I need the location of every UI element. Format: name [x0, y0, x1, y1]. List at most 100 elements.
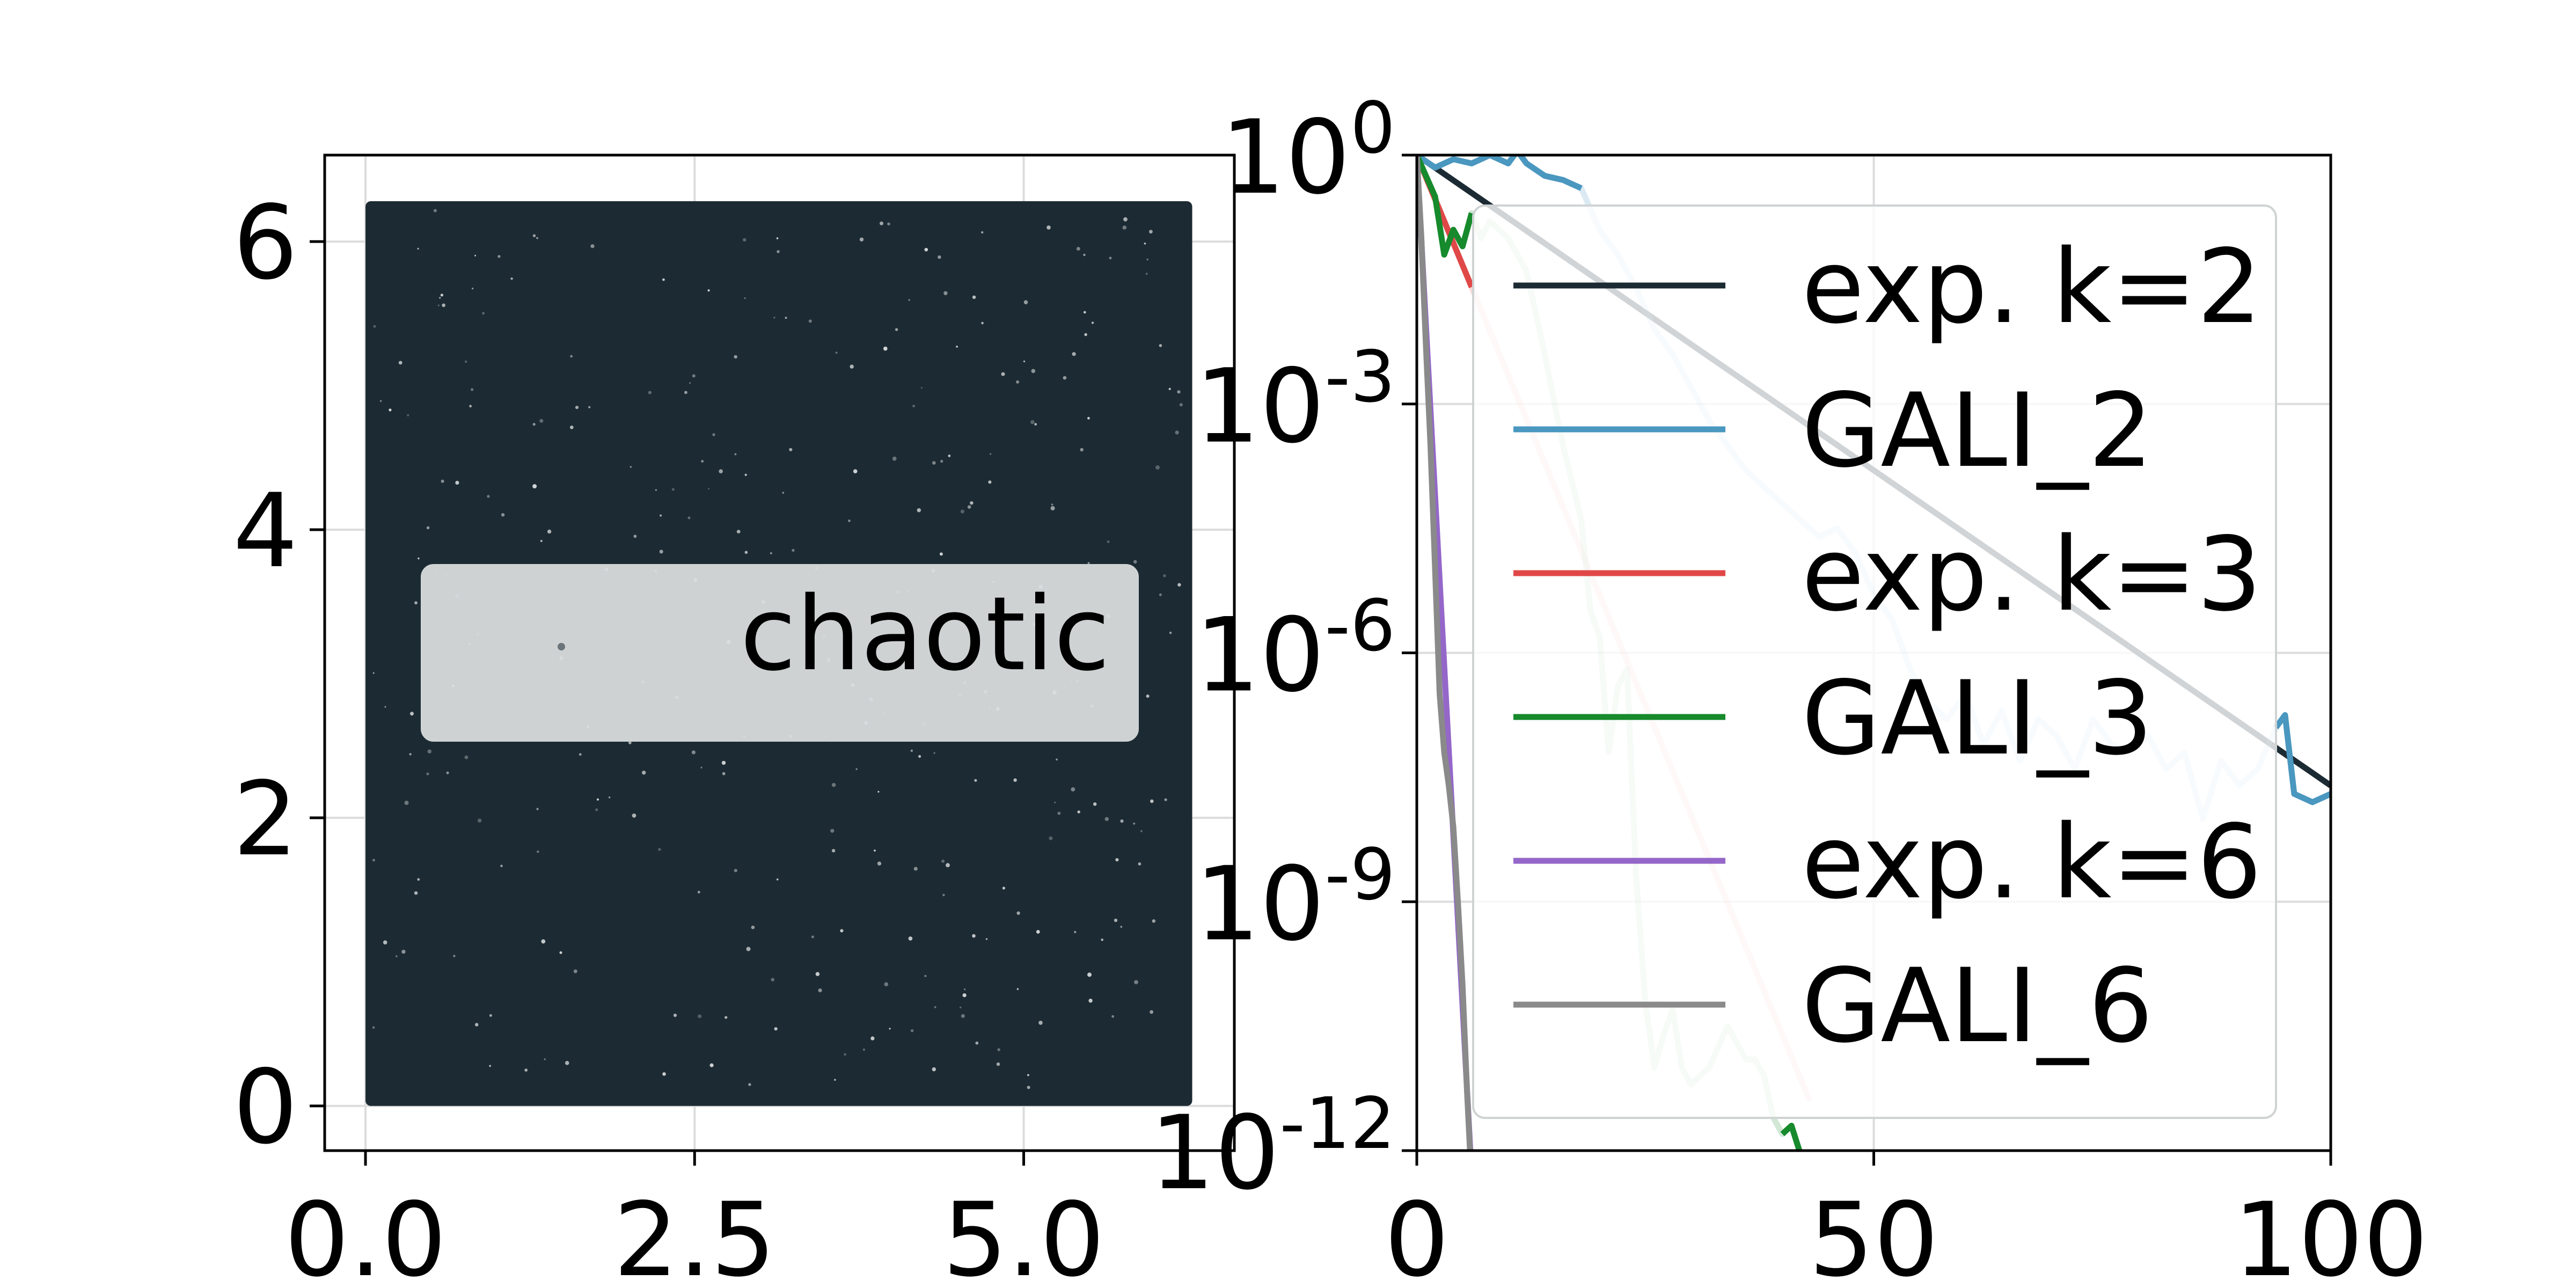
- scatter-y-tick-label: 2: [233, 760, 298, 879]
- scatter-point: [1046, 225, 1051, 230]
- scatter-point: [409, 753, 412, 756]
- scatter-point: [895, 328, 898, 331]
- scatter-point: [417, 878, 420, 881]
- scatter-point: [418, 557, 420, 560]
- legend-label: GALI_6: [1802, 947, 2153, 1065]
- scatter-point: [870, 1036, 875, 1041]
- scatter-point: [920, 387, 923, 389]
- scatter-point: [818, 988, 822, 992]
- scatter-point: [974, 779, 977, 782]
- scatter-point: [544, 1058, 546, 1060]
- gali-ticks: 0 50 100 100 10-3 10-6 10-9 10-12: [1150, 87, 2428, 1288]
- gali-panel: 0 50 100 100 10-3 10-6 10-9 10-12 exp. k=2 GALI_…: [1150, 87, 2428, 1288]
- scatter-point: [855, 768, 858, 770]
- scatter-point: [697, 890, 700, 894]
- scatter-point: [996, 1062, 1000, 1066]
- scatter-point: [877, 791, 880, 793]
- scatter-point: [942, 894, 945, 896]
- scatter-point: [482, 312, 485, 315]
- scatter-point: [384, 706, 386, 708]
- scatter-point: [880, 221, 883, 225]
- scatter-point: [539, 419, 544, 423]
- scatter-point: [1027, 1074, 1029, 1077]
- scatter-point: [372, 1026, 375, 1029]
- scatter-point: [440, 294, 444, 297]
- scatter-point: [985, 938, 988, 940]
- gali-legend-box: [1472, 204, 2277, 1119]
- scatter-point: [414, 601, 418, 605]
- scatter-point: [427, 749, 431, 753]
- scatter-point: [532, 234, 536, 237]
- scatter-point: [877, 861, 882, 866]
- series-gali-2-line: [1417, 155, 1583, 191]
- scatter-point: [404, 801, 409, 805]
- scatter-panel: chaotic 0.0 2.5 5.0 0 2 4 6: [233, 153, 1236, 1288]
- scatter-point: [1122, 225, 1127, 230]
- scatter-point: [815, 972, 820, 976]
- scatter-point: [380, 400, 382, 402]
- scatter-point: [489, 1065, 491, 1067]
- scatter-point: [946, 863, 950, 867]
- scatter-point: [1063, 376, 1067, 380]
- gali-x-tick-label: 100: [2234, 1181, 2428, 1288]
- scatter-point: [590, 244, 595, 248]
- scatter-point: [887, 222, 890, 226]
- scatter-point: [1016, 988, 1019, 990]
- scatter-point: [437, 304, 440, 306]
- scatter-point: [565, 1060, 569, 1065]
- scatter-point: [988, 480, 992, 484]
- scatter-point: [811, 935, 814, 939]
- scatter-point: [721, 760, 726, 765]
- scatter-point: [687, 516, 691, 519]
- legend-label: exp. k=6: [1802, 803, 2262, 921]
- scatter-point: [938, 255, 941, 259]
- scatter-point: [1056, 758, 1058, 760]
- scatter-point: [497, 255, 501, 258]
- scatter-point: [970, 501, 974, 505]
- scatter-point: [1101, 938, 1103, 941]
- scatter-point: [1087, 972, 1092, 977]
- scatter-point: [532, 484, 537, 489]
- scatter-point: [1111, 1015, 1115, 1018]
- scatter-x-tick-label: 2.5: [613, 1181, 775, 1288]
- scatter-point: [964, 988, 966, 991]
- scatter-point: [1146, 258, 1148, 261]
- scatter-point: [744, 551, 748, 554]
- scatter-point: [1138, 862, 1141, 866]
- gali-y-tick-label: 10-9: [1195, 833, 1395, 963]
- scatter-point: [588, 406, 591, 408]
- scatter-point: [990, 453, 992, 455]
- scatter-point: [1083, 253, 1086, 257]
- scatter-point: [684, 391, 687, 394]
- scatter-point: [1091, 321, 1094, 324]
- scatter-point: [840, 929, 844, 933]
- scatter-point: [719, 469, 723, 473]
- scatter-point: [707, 289, 710, 292]
- scatter-point: [981, 231, 984, 234]
- scatter-x-tick-label: 5.0: [942, 1181, 1104, 1288]
- scatter-point: [559, 951, 562, 954]
- scatter-point: [487, 495, 490, 498]
- gali-y-tick-label: 10-6: [1195, 585, 1395, 715]
- scatter-point: [967, 505, 971, 509]
- scatter-point: [724, 1016, 728, 1019]
- scatter-point: [417, 247, 419, 250]
- scatter-legend-label: chaotic: [740, 575, 1110, 693]
- scatter-point: [537, 850, 539, 853]
- scatter-point: [532, 423, 536, 426]
- scatter-point: [934, 1006, 936, 1008]
- scatter-point: [642, 771, 646, 775]
- gali-y-tick-label: 10-12: [1150, 1082, 1395, 1212]
- scatter-point: [1080, 448, 1084, 452]
- scatter-point: [913, 867, 918, 871]
- scatter-point: [1002, 887, 1005, 890]
- scatter-point: [1169, 632, 1172, 634]
- scatter-point: [1115, 858, 1119, 862]
- scatter-point: [1168, 387, 1171, 390]
- scatter-point: [712, 433, 715, 436]
- scatter-point: [1155, 465, 1160, 470]
- series-gali-2-line: [2273, 712, 2331, 806]
- scatter-point: [689, 382, 691, 384]
- scatter-point: [628, 741, 632, 744]
- gali-legend: exp. k=2 GALI_2 exp. k=3 GALI_3 exp. k=6 GALI…: [1472, 204, 2277, 1119]
